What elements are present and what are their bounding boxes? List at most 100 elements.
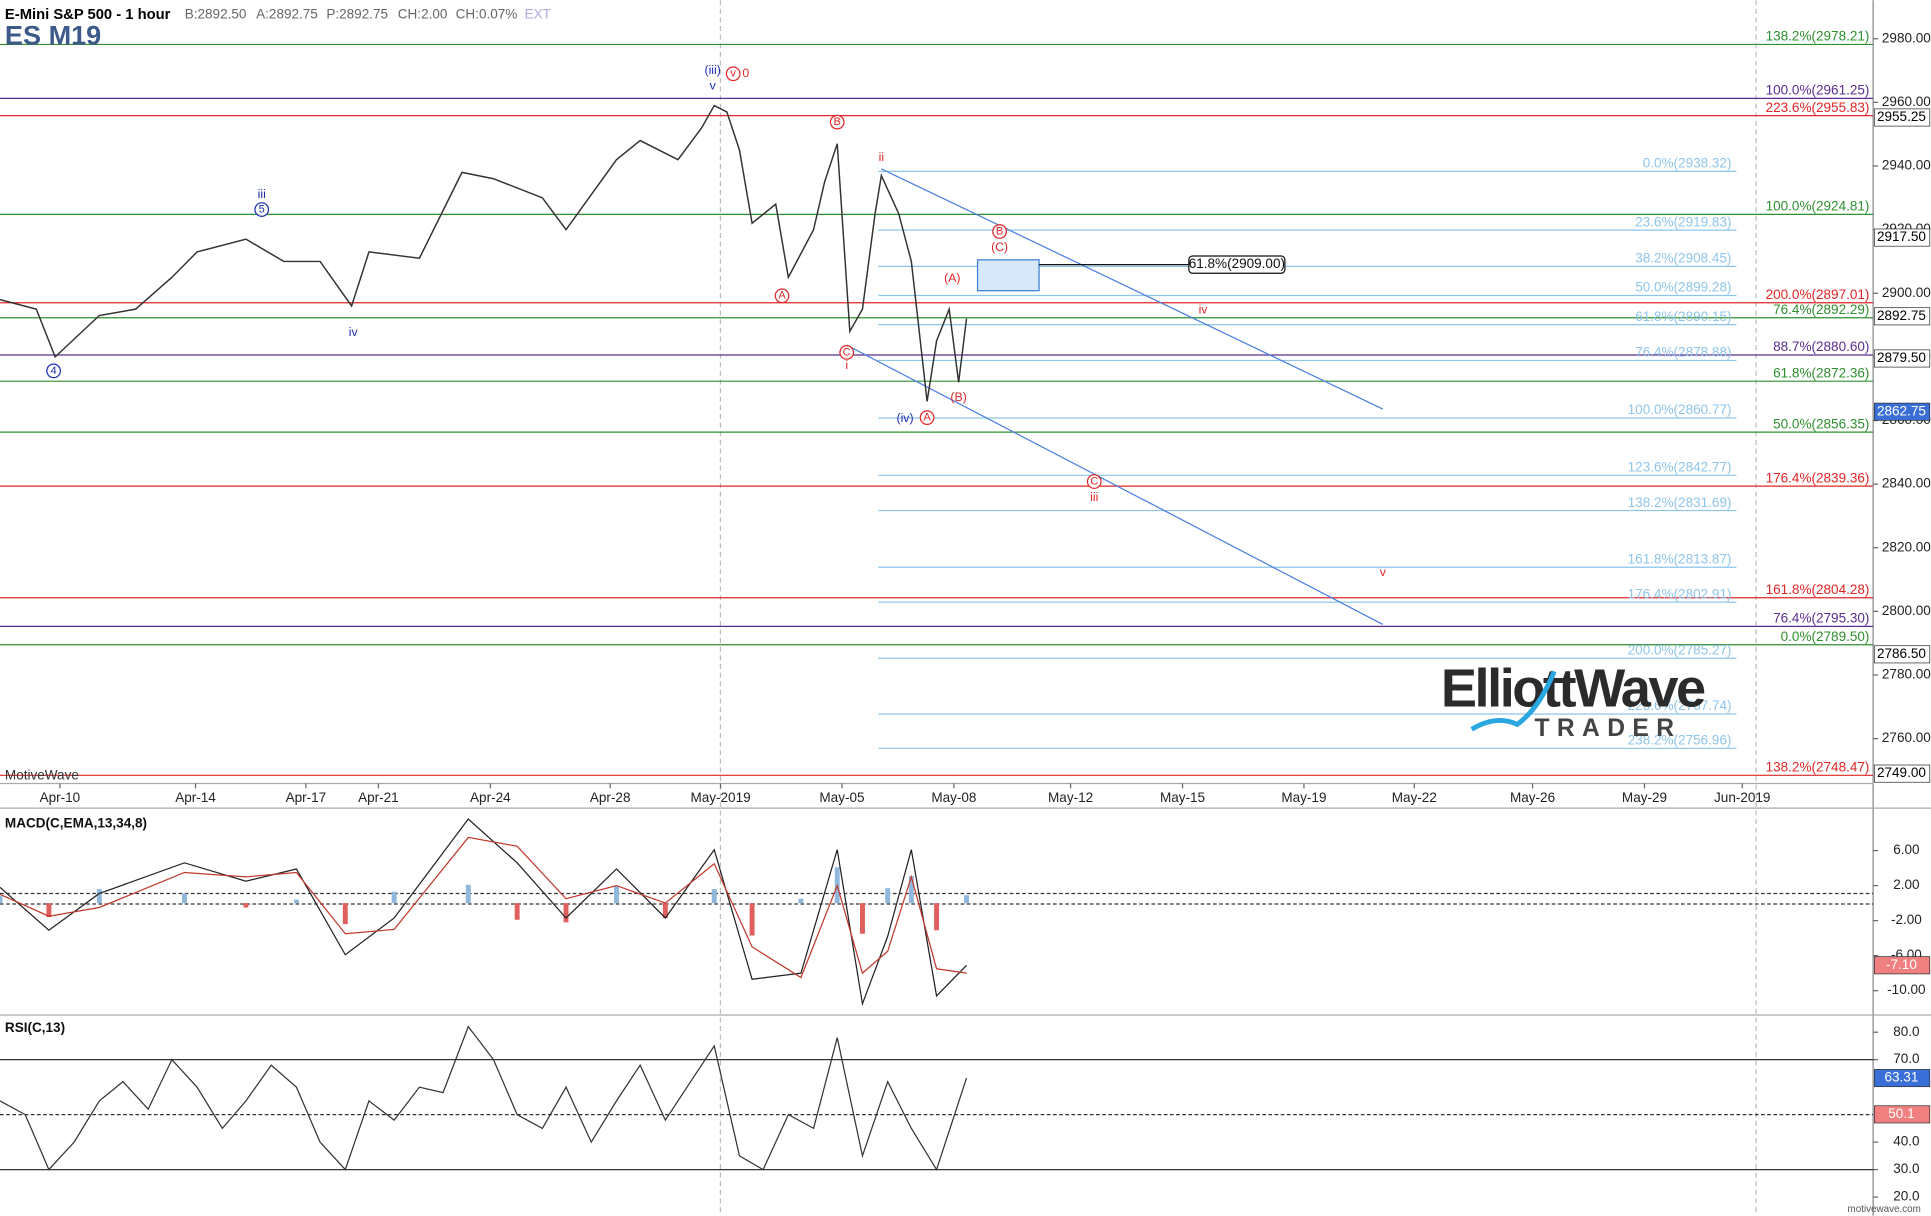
fib-label: 61.8%(2890.15) (1635, 309, 1731, 324)
x-tick-label: May-26 (1510, 790, 1555, 805)
wave-label: 0 (742, 66, 749, 80)
histogram-bar (514, 903, 520, 920)
y-tick-label: 2800.00 (1882, 603, 1931, 618)
plot-layer: 2760.002780.002800.002820.002840.002860.… (0, 29, 1931, 1204)
change: CH:2.00 (398, 7, 448, 22)
price-tag-label: 2879.50 (1877, 350, 1926, 365)
fib-label: 138.2%(2748.47) (1766, 760, 1870, 775)
fib-label: 176.4%(2839.36) (1766, 470, 1870, 485)
price-tag (1873, 402, 1931, 421)
wave-label: 5 (259, 204, 265, 216)
wave-label: (iv) (896, 411, 913, 425)
y-tick-label: 20.0 (1893, 1189, 1919, 1204)
price-tag-label: 63.31 (1885, 1070, 1919, 1085)
x-tick-label: May-08 (931, 790, 976, 805)
histogram-bar (859, 903, 865, 934)
histogram-bar (711, 889, 717, 904)
price-tag (1873, 228, 1931, 247)
histogram-bar (182, 893, 187, 904)
fib-label: 223.6%(2767.74) (1628, 698, 1732, 713)
trend-line (846, 344, 1384, 625)
wave-label: v (710, 79, 717, 93)
y-tick-label: 40.0 (1893, 1134, 1919, 1149)
histogram-bar (964, 895, 969, 904)
y-tick-label: 2780.00 (1882, 667, 1931, 682)
x-tick-label: May-2019 (690, 790, 750, 805)
fib-label: 123.6%(2842.77) (1628, 460, 1732, 475)
price-tag-label: 2749.00 (1877, 765, 1926, 780)
logo-wave (1470, 670, 1557, 732)
fib-label: 76.4%(2795.30) (1773, 611, 1869, 626)
y-tick-label: 2840.00 (1882, 476, 1931, 491)
fib-label: 0.0%(2938.32) (1643, 156, 1732, 171)
trend-line (881, 168, 1384, 410)
histogram-bar (293, 899, 299, 904)
price-tag-label: 2786.50 (1877, 646, 1926, 661)
macd-line (0, 836, 967, 979)
target-box (976, 259, 1040, 292)
wave-circle (919, 410, 935, 426)
wave-label: (B) (950, 390, 966, 404)
rsi-line (0, 1025, 968, 1172)
fib-label: 88.7%(2880.60) (1773, 339, 1869, 354)
target-label: 61.8%(2909.00) (1189, 256, 1285, 271)
histogram-bar (934, 903, 940, 931)
price-tag (1873, 956, 1931, 975)
wave-circle (992, 224, 1008, 239)
y-tick-label: 6.00 (1893, 842, 1919, 857)
change-pct: CH:0.07% (456, 7, 518, 22)
logo-title: ElliottWave (1441, 659, 1705, 719)
x-tick-label: Apr-24 (470, 790, 511, 805)
fib-label: 138.2%(2978.21) (1766, 29, 1870, 44)
fib-label: 38.2%(2908.45) (1635, 251, 1731, 266)
wave-label: iii (258, 187, 266, 201)
pane-title: MACD(C,EMA,13,34,8) (5, 816, 147, 831)
histogram-bar (465, 884, 471, 904)
fib-label: 200.0%(2785.27) (1628, 642, 1732, 657)
wave-label: v (1380, 565, 1387, 579)
price-tag (1873, 764, 1931, 783)
x-tick-label: Apr-28 (590, 790, 631, 805)
fib-label: 50.0%(2899.28) (1635, 280, 1731, 295)
ext: EXT (525, 7, 551, 22)
fib-label: 100.0%(2961.25) (1766, 83, 1870, 98)
wave-label: (A) (944, 271, 960, 285)
wave-label: iv (349, 325, 359, 339)
histogram-bar (243, 903, 249, 908)
wave-circle (1086, 474, 1102, 489)
price-tag (1873, 108, 1931, 127)
macd-line (0, 818, 967, 1007)
histogram-bar (96, 889, 102, 904)
x-tick-label: May-22 (1392, 790, 1437, 805)
wave-circle (254, 202, 270, 217)
price-tag (1873, 1105, 1931, 1124)
wave-label: C (843, 346, 851, 358)
fib-label: 161.8%(2804.28) (1766, 582, 1870, 597)
wave-label: ii (879, 150, 884, 164)
y-tick-label: 80.0 (1893, 1024, 1919, 1039)
fib-label: 100.0%(2860.77) (1628, 402, 1732, 417)
y-tick-label: 2980.00 (1882, 30, 1931, 45)
histogram-bar (342, 903, 348, 925)
fib-label: 223.6%(2955.83) (1766, 100, 1870, 115)
fib-label: 50.0%(2856.35) (1773, 416, 1869, 431)
wave-label: iii (1090, 490, 1098, 504)
price-tag-label: 50.1 (1888, 1106, 1914, 1121)
histogram-bar (798, 898, 804, 904)
wave-label: A (923, 412, 931, 424)
histogram-bar (908, 875, 914, 904)
bid: B:2892.50 (185, 7, 247, 22)
price-line (0, 104, 968, 402)
wave-label: iv (1199, 303, 1209, 317)
footer: motivewave.com (1848, 1204, 1921, 1215)
price-tag (1873, 645, 1931, 664)
x-tick-label: Apr-17 (286, 790, 327, 805)
histogram-bar (46, 903, 52, 918)
fib-label: 176.4%(2802.91) (1628, 586, 1732, 601)
wave-label: 4 (51, 365, 57, 377)
price-tag-label: 2917.50 (1877, 229, 1926, 244)
x-tick-label: Apr-21 (358, 790, 399, 805)
x-tick-label: May-12 (1048, 790, 1093, 805)
wave-label: B (996, 225, 1003, 237)
